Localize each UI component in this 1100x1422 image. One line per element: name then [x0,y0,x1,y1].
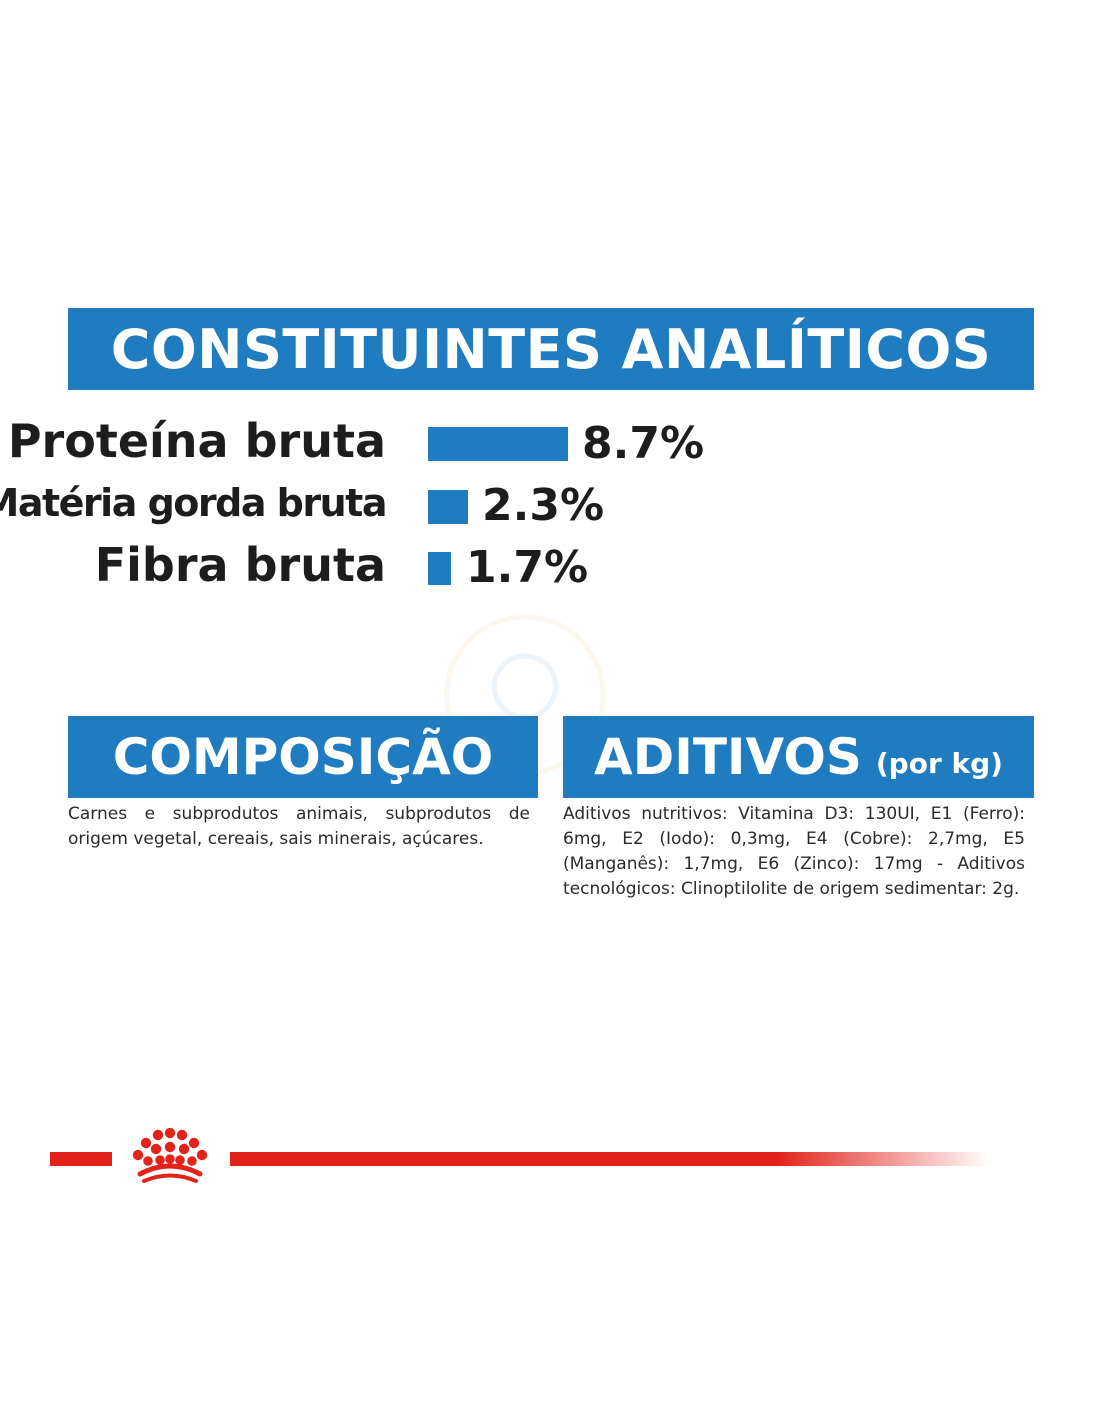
nutrient-bar-protein [428,427,568,461]
nutrient-label-fat: Matéria gorda bruta [0,481,388,525]
footer-red-line-left [50,1152,112,1166]
additives-title-suffix: (por kg) [875,746,1003,780]
nutrient-value-protein: 8.7% [582,418,705,469]
nutrient-bar-fat [428,490,468,524]
footer-red-line-right [230,1152,990,1166]
analytical-title: CONSTITUINTES ANALÍTICOS [110,317,992,381]
nutrient-value-fat: 2.3% [482,480,605,531]
nutrient-label-fiber: Fibra bruta [94,538,386,592]
royal-canin-crown-icon [132,1128,208,1183]
composition-text: Carnes e subprodutos animais, subproduto… [68,804,530,849]
composition-header: COMPOSIÇÃO [68,716,538,798]
additives-text: Aditivos nutritivos: Vitamina D3: 130UI,… [563,804,1025,899]
analytical-constituents-header: CONSTITUINTES ANALÍTICOS [68,308,1034,390]
additives-title: ADITIVOS [594,728,862,786]
additives-header: ADITIVOS (por kg) [563,716,1034,798]
nutrient-bar-fiber [428,552,451,585]
nutrient-label-protein: Proteína bruta [7,414,386,468]
composition-title: COMPOSIÇÃO [112,728,494,786]
nutrient-value-fiber: 1.7% [466,542,589,593]
